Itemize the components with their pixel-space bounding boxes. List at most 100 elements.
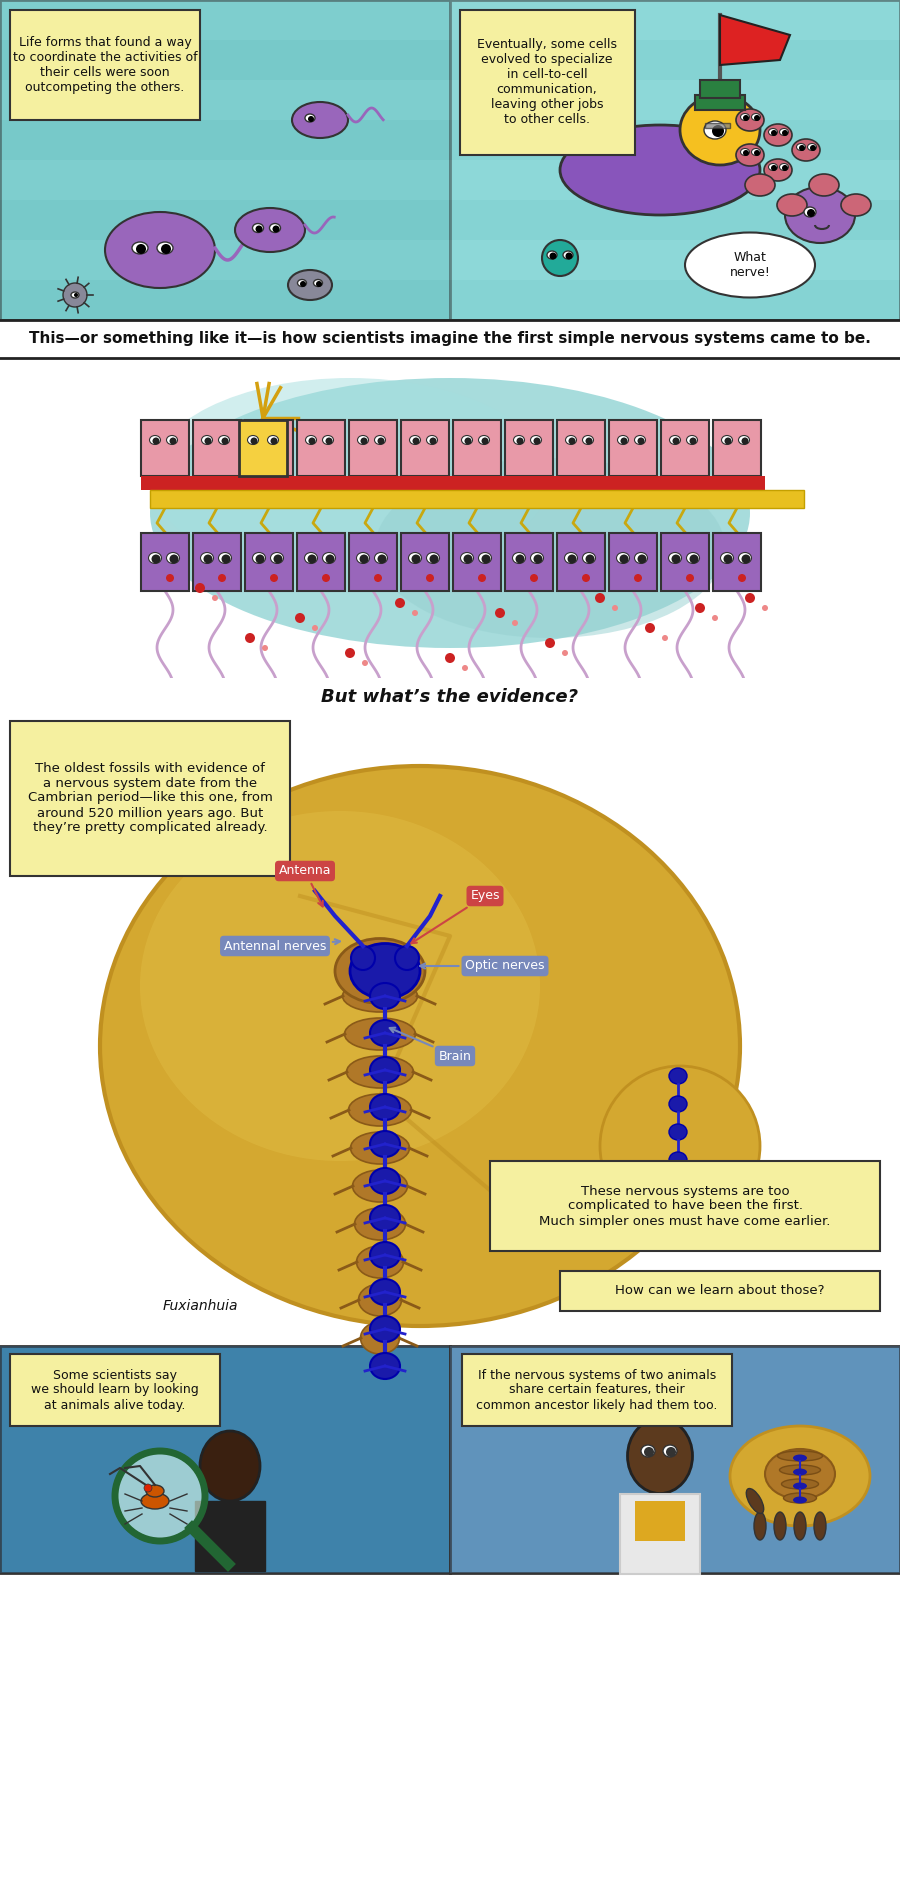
Ellipse shape <box>427 553 439 563</box>
Bar <box>635 1501 685 1541</box>
Bar <box>462 1355 732 1427</box>
Bar <box>0 358 900 678</box>
Circle shape <box>221 438 229 445</box>
Ellipse shape <box>361 1323 400 1355</box>
Bar <box>450 80 900 119</box>
Ellipse shape <box>582 436 593 445</box>
Circle shape <box>412 610 418 616</box>
Circle shape <box>754 116 760 121</box>
Ellipse shape <box>375 459 725 639</box>
Ellipse shape <box>479 553 491 563</box>
Ellipse shape <box>634 436 645 445</box>
Ellipse shape <box>370 1167 400 1194</box>
Ellipse shape <box>685 233 815 298</box>
Bar <box>450 0 900 320</box>
Circle shape <box>534 438 541 445</box>
Circle shape <box>743 116 749 121</box>
Ellipse shape <box>616 553 629 563</box>
Ellipse shape <box>565 436 577 445</box>
Ellipse shape <box>777 193 807 216</box>
Bar <box>0 241 450 280</box>
Ellipse shape <box>807 144 816 150</box>
Text: Eventually, some cells
evolved to specialize
in cell-to-cell
communication,
leav: Eventually, some cells evolved to specia… <box>477 38 617 125</box>
Circle shape <box>203 555 212 563</box>
Circle shape <box>377 555 386 563</box>
Circle shape <box>351 946 375 970</box>
Circle shape <box>316 280 322 286</box>
Bar <box>450 280 900 320</box>
Ellipse shape <box>784 1493 816 1503</box>
Text: What
nerve!: What nerve! <box>730 250 770 279</box>
Circle shape <box>782 131 788 136</box>
Circle shape <box>712 616 718 622</box>
Ellipse shape <box>304 553 318 563</box>
Circle shape <box>644 1448 654 1457</box>
Bar <box>450 1345 900 1573</box>
Bar <box>0 0 450 40</box>
Ellipse shape <box>292 102 348 138</box>
Ellipse shape <box>370 1057 400 1084</box>
Bar <box>450 119 900 159</box>
Circle shape <box>807 208 815 218</box>
Ellipse shape <box>793 1455 807 1461</box>
Ellipse shape <box>288 269 332 299</box>
Circle shape <box>742 555 751 563</box>
Bar <box>141 476 765 491</box>
Circle shape <box>771 165 777 171</box>
Ellipse shape <box>335 938 425 1004</box>
Bar <box>349 421 397 476</box>
Circle shape <box>326 555 335 563</box>
Bar <box>401 532 449 591</box>
Circle shape <box>271 438 277 445</box>
Circle shape <box>738 574 746 582</box>
Circle shape <box>274 438 281 445</box>
Text: Brain: Brain <box>390 1027 472 1063</box>
Bar <box>245 421 293 476</box>
Circle shape <box>512 620 518 625</box>
Circle shape <box>169 438 176 445</box>
Bar <box>661 421 709 476</box>
Circle shape <box>743 150 749 155</box>
Ellipse shape <box>530 436 542 445</box>
Bar <box>505 421 553 476</box>
Ellipse shape <box>627 1419 692 1493</box>
Ellipse shape <box>617 436 628 445</box>
Circle shape <box>482 555 490 563</box>
Circle shape <box>810 146 816 152</box>
Ellipse shape <box>219 436 230 445</box>
Ellipse shape <box>560 125 760 214</box>
Circle shape <box>671 555 680 563</box>
Ellipse shape <box>669 1152 687 1167</box>
Bar <box>349 532 397 591</box>
Ellipse shape <box>814 1512 826 1541</box>
Circle shape <box>619 555 628 563</box>
Ellipse shape <box>641 1446 655 1457</box>
Circle shape <box>686 574 694 582</box>
Ellipse shape <box>793 1469 807 1476</box>
Ellipse shape <box>512 553 526 563</box>
Circle shape <box>695 603 705 612</box>
Ellipse shape <box>370 1279 400 1306</box>
Ellipse shape <box>582 553 596 563</box>
Text: Optic nerves: Optic nerves <box>420 959 544 972</box>
Ellipse shape <box>358 1285 401 1315</box>
Bar <box>0 80 450 119</box>
Circle shape <box>482 438 489 445</box>
Bar <box>245 532 293 591</box>
Ellipse shape <box>564 553 578 563</box>
Circle shape <box>550 252 556 260</box>
Ellipse shape <box>739 553 752 563</box>
Ellipse shape <box>764 159 792 182</box>
Polygon shape <box>720 15 790 64</box>
Text: But what’s the evidence?: But what’s the evidence? <box>321 688 579 707</box>
Bar <box>10 720 290 875</box>
Circle shape <box>445 654 455 663</box>
Circle shape <box>74 294 78 298</box>
Ellipse shape <box>271 553 284 563</box>
Bar <box>609 421 657 476</box>
Circle shape <box>256 226 263 233</box>
Ellipse shape <box>461 553 473 563</box>
Circle shape <box>754 150 760 155</box>
Circle shape <box>534 555 543 563</box>
Circle shape <box>204 438 212 445</box>
